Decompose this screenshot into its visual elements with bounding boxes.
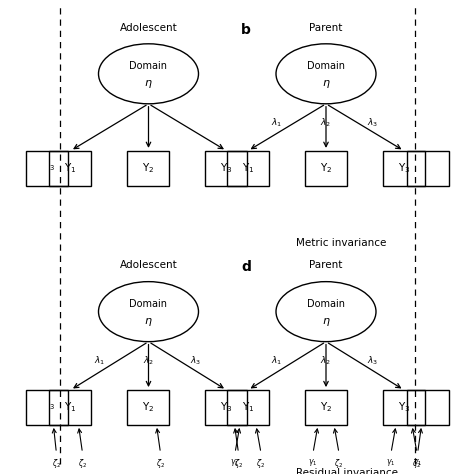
Text: $\lambda_1$: $\lambda_1$ — [94, 355, 105, 367]
Text: $\lambda_3$: $\lambda_3$ — [190, 355, 201, 367]
Text: $\zeta_2$: $\zeta_2$ — [256, 457, 265, 470]
Text: $\zeta_2$: $\zeta_2$ — [335, 457, 344, 470]
Text: Y$_2$: Y$_2$ — [320, 162, 332, 175]
Bar — [305, 390, 347, 425]
Text: $\eta$: $\eta$ — [144, 316, 153, 328]
Text: Domain: Domain — [129, 61, 167, 71]
Bar — [383, 151, 425, 186]
Bar — [128, 390, 170, 425]
Bar — [206, 151, 247, 186]
Text: $\zeta_2$: $\zeta_2$ — [234, 457, 243, 470]
Text: $\gamma_1$: $\gamma_1$ — [230, 457, 240, 468]
Bar — [227, 390, 269, 425]
Text: Y$_3$: Y$_3$ — [398, 401, 410, 414]
Text: d: d — [241, 260, 251, 274]
Text: Y$_3$: Y$_3$ — [220, 162, 233, 175]
Text: Y$_1$: Y$_1$ — [242, 401, 254, 414]
Text: Y$_3$: Y$_3$ — [398, 162, 410, 175]
Text: Metric invariance: Metric invariance — [296, 238, 386, 248]
Bar — [227, 151, 269, 186]
Text: $\gamma_1$: $\gamma_1$ — [413, 457, 422, 468]
Text: $\zeta_2$: $\zeta_2$ — [156, 457, 165, 470]
Bar — [206, 390, 247, 425]
Text: $\lambda_1$: $\lambda_1$ — [272, 116, 283, 128]
Bar — [49, 151, 91, 186]
Bar — [383, 390, 425, 425]
Bar — [407, 390, 448, 425]
Text: Parent: Parent — [310, 23, 343, 33]
Text: $\zeta_2$: $\zeta_2$ — [78, 457, 87, 470]
Text: $\zeta_2$: $\zeta_2$ — [412, 457, 421, 470]
Text: Y$_2$: Y$_2$ — [142, 401, 155, 414]
Text: $\lambda_3$: $\lambda_3$ — [367, 355, 379, 367]
Text: $_3$: $_3$ — [49, 164, 55, 173]
Text: Domain: Domain — [307, 61, 345, 71]
Bar — [407, 151, 448, 186]
Text: Y$_1$: Y$_1$ — [242, 162, 254, 175]
Text: Residual invariance: Residual invariance — [296, 468, 398, 474]
Bar — [27, 390, 68, 425]
Bar — [27, 151, 68, 186]
Text: $_3$: $_3$ — [49, 402, 55, 412]
Text: $\gamma_1$: $\gamma_1$ — [386, 457, 396, 468]
Text: $\lambda_2$: $\lambda_2$ — [320, 355, 331, 367]
Text: b: b — [241, 23, 251, 37]
Text: $\zeta_2$: $\zeta_2$ — [52, 457, 61, 470]
Text: $\eta$: $\eta$ — [144, 78, 153, 90]
Text: $\lambda_1$: $\lambda_1$ — [272, 355, 283, 367]
Text: $\gamma_1$: $\gamma_1$ — [308, 457, 318, 468]
Text: Domain: Domain — [307, 299, 345, 309]
Text: Domain: Domain — [129, 299, 167, 309]
Text: $\lambda_2$: $\lambda_2$ — [320, 116, 331, 128]
Text: $\lambda_3$: $\lambda_3$ — [367, 116, 379, 128]
Text: $\eta$: $\eta$ — [322, 78, 330, 90]
Text: $\eta$: $\eta$ — [322, 316, 330, 328]
Text: Y$_1$: Y$_1$ — [64, 401, 77, 414]
Bar — [49, 390, 91, 425]
Text: Y$_2$: Y$_2$ — [142, 162, 155, 175]
Text: Parent: Parent — [310, 260, 343, 270]
Text: Y$_2$: Y$_2$ — [320, 401, 332, 414]
Text: Y$_1$: Y$_1$ — [64, 162, 77, 175]
Text: Y$_3$: Y$_3$ — [220, 401, 233, 414]
Text: Adolescent: Adolescent — [119, 260, 177, 270]
Text: Adolescent: Adolescent — [119, 23, 177, 33]
Bar — [305, 151, 347, 186]
Bar — [128, 151, 170, 186]
Text: $\lambda_2$: $\lambda_2$ — [143, 355, 154, 367]
